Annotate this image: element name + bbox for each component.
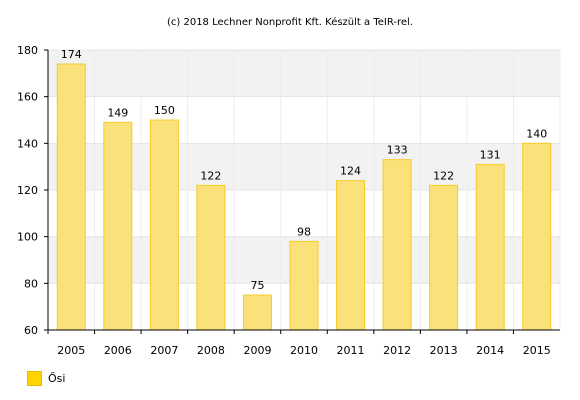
x-tick-label: 2011 — [337, 344, 365, 357]
legend-label: Ősi — [48, 372, 66, 385]
plot-band — [48, 190, 560, 237]
data-label-2006: 149 — [107, 106, 128, 119]
data-label-2008: 122 — [200, 169, 221, 182]
bar-2009 — [242, 294, 272, 331]
x-tick-label: 2013 — [430, 344, 458, 357]
y-tick-label: 100 — [17, 231, 38, 244]
y-tick-label: 120 — [17, 184, 38, 197]
x-tick-label: 2015 — [523, 344, 551, 357]
data-label-2015: 140 — [526, 127, 547, 140]
bar-2011 — [336, 180, 366, 331]
x-tick-label: 2010 — [290, 344, 318, 357]
bar-2014 — [475, 163, 505, 331]
bar-2012 — [382, 159, 412, 331]
bar-2008 — [196, 184, 226, 331]
plot-band — [48, 50, 560, 97]
y-tick-labels: 60 80 100 120 140 160 180 — [17, 44, 48, 337]
x-tick-labels: 2005 2006 2007 2008 2009 2010 2011 2012 2013 2014… — [47, 330, 551, 357]
legend-swatch — [27, 371, 42, 386]
data-label-2005: 174 — [61, 48, 82, 61]
data-label-2013: 122 — [433, 169, 454, 182]
copyright-text: (c) 2018 Lechner Nonprofit Kft. Készült … — [167, 16, 413, 28]
data-label-2012: 133 — [387, 144, 408, 157]
plot-band — [48, 96, 560, 144]
data-label-2009: 75 — [250, 279, 264, 292]
data-label-2011: 124 — [340, 165, 361, 178]
x-tick-label: 2009 — [243, 344, 271, 357]
plot-background-bands — [48, 50, 560, 330]
bar-2006 — [103, 121, 133, 331]
data-label-2014: 131 — [480, 148, 501, 161]
bar-2013 — [429, 184, 459, 331]
bar-2007 — [149, 119, 179, 331]
data-labels: 174 149 150 122 75 98 124 133 122 131 140 — [61, 48, 547, 292]
bar-2015 — [522, 142, 552, 331]
x-tick-label: 2008 — [197, 344, 225, 357]
y-tick-label: 140 — [17, 137, 38, 150]
y-tick-label: 180 — [17, 44, 38, 57]
bar-2005 — [56, 63, 86, 331]
y-tick-label: 160 — [17, 91, 38, 104]
data-label-2007: 150 — [154, 104, 175, 117]
x-tick-label: 2007 — [150, 344, 178, 357]
data-label-2010: 98 — [297, 225, 311, 238]
legend: Ősi — [27, 371, 65, 386]
x-tick-label: 2012 — [383, 344, 411, 357]
bars — [56, 63, 552, 331]
x-tick-label: 2006 — [104, 344, 132, 357]
x-tick-label: 2005 — [57, 344, 85, 357]
y-tick-label: 80 — [24, 277, 38, 290]
y-tick-label: 60 — [24, 324, 38, 337]
bar-2010 — [289, 240, 319, 331]
plot-band — [48, 143, 560, 190]
x-tick-label: 2014 — [476, 344, 504, 357]
